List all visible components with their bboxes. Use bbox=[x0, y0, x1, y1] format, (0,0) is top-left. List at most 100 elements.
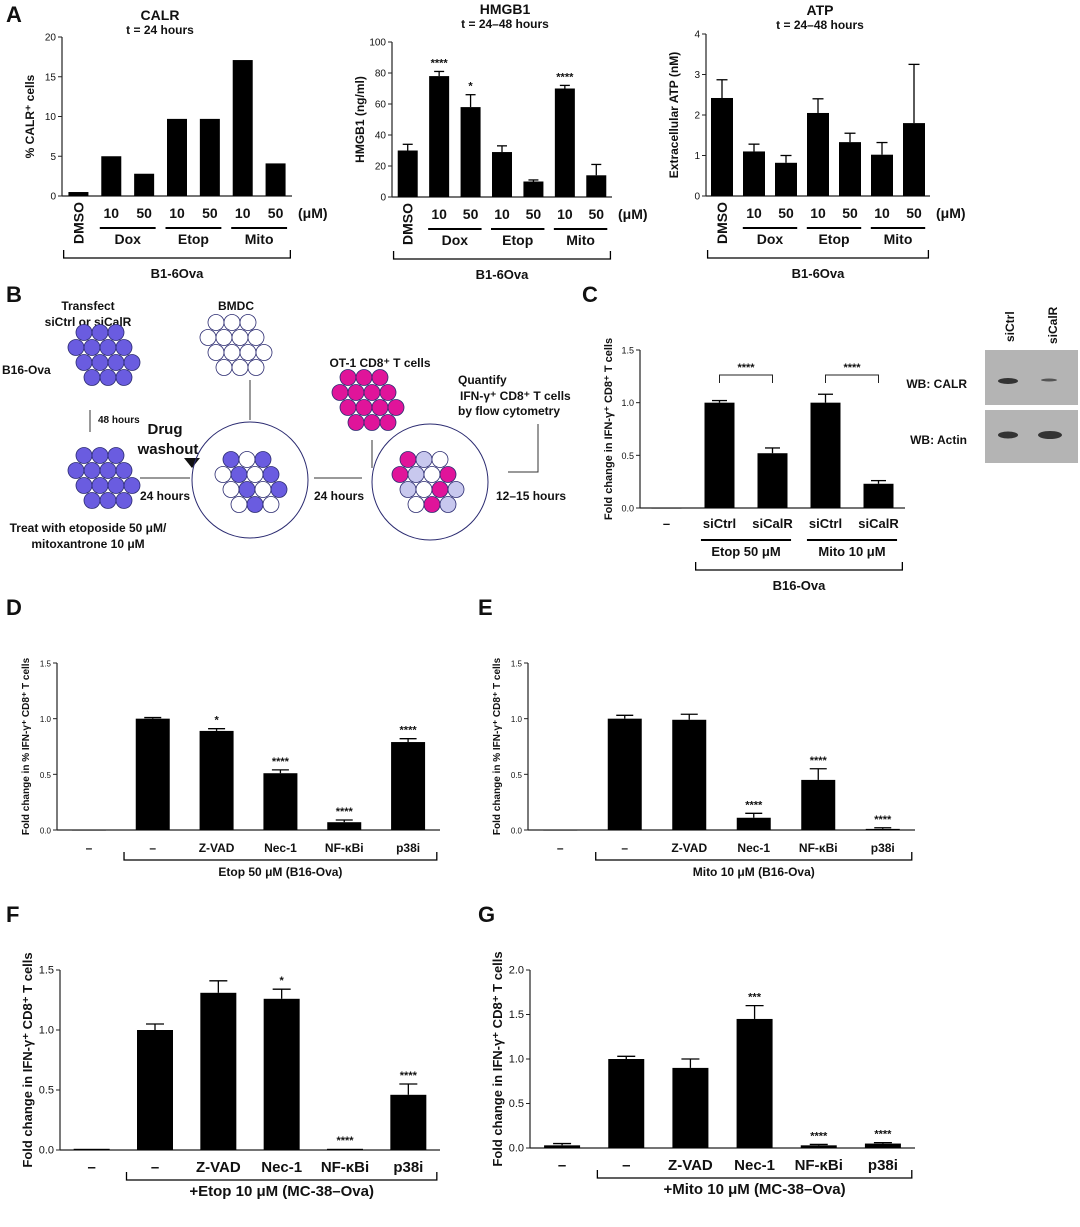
x-tick-label: 10 bbox=[235, 205, 251, 221]
cell bbox=[107, 354, 125, 371]
y-tick-label: 1.0 bbox=[511, 715, 523, 724]
panel-letters: A B C D E F G bbox=[6, 2, 598, 927]
blot-band bbox=[998, 431, 1018, 439]
cell bbox=[75, 324, 93, 341]
significance-label: **** bbox=[874, 1129, 892, 1141]
y-axis-label: HMGB1 (ng/ml) bbox=[353, 76, 367, 163]
x-tick-label: 50 bbox=[202, 205, 218, 221]
chart-title: HMGB1 bbox=[480, 1, 531, 17]
y-tick-label: 80 bbox=[375, 69, 387, 80]
y-tick-label: 40 bbox=[375, 131, 387, 142]
y-axis-label: Fold change in IFN-γ⁺ CD8⁺ T cells bbox=[490, 951, 505, 1166]
blot-band bbox=[1041, 378, 1057, 382]
x-tick-label: – bbox=[87, 1159, 95, 1176]
cell bbox=[355, 399, 373, 416]
cell bbox=[207, 344, 225, 361]
coculture-cluster bbox=[391, 451, 465, 513]
bar bbox=[391, 742, 426, 830]
significance-label: **** bbox=[336, 806, 354, 818]
y-tick-label: 3 bbox=[694, 70, 700, 81]
x-tick-label: Nec-1 bbox=[734, 1157, 775, 1174]
cell bbox=[423, 466, 441, 483]
cell bbox=[99, 462, 117, 479]
bar bbox=[135, 718, 170, 830]
group-label: Etop bbox=[178, 231, 209, 247]
significance-label: **** bbox=[400, 1070, 418, 1082]
bmdc-cell-cluster bbox=[199, 314, 273, 376]
cell bbox=[355, 369, 373, 386]
group-label: Mito 10 μM bbox=[818, 544, 885, 559]
cell bbox=[391, 466, 409, 483]
cell bbox=[254, 451, 272, 468]
panel-letter-a: A bbox=[6, 2, 22, 27]
bar bbox=[167, 118, 187, 196]
group-bracket bbox=[595, 852, 913, 861]
bar bbox=[865, 828, 900, 830]
x-tick-label: DMSO bbox=[400, 203, 416, 245]
group-label: Etop bbox=[818, 231, 849, 247]
cell bbox=[107, 477, 125, 494]
x-tick-label: siCtrl bbox=[809, 516, 842, 531]
group-label: Etop 50 μM bbox=[711, 544, 780, 559]
x-tick-label: DMSO bbox=[714, 202, 730, 244]
cell bbox=[75, 447, 93, 464]
label-b16: B16-Ova bbox=[2, 363, 51, 377]
cell bbox=[255, 344, 273, 361]
bracket-label: +Etop 10 μM (MC-38–Ova) bbox=[189, 1183, 374, 1200]
panel-letter-b: B bbox=[6, 282, 22, 307]
bar bbox=[711, 97, 733, 196]
bar bbox=[743, 151, 765, 196]
y-tick-label: 60 bbox=[375, 100, 387, 111]
group-bracket bbox=[62, 250, 292, 259]
cell bbox=[347, 414, 365, 431]
cell bbox=[270, 481, 288, 498]
group-label: Dox bbox=[757, 231, 784, 247]
cell bbox=[215, 329, 233, 346]
cell bbox=[247, 359, 265, 376]
blot-image-calr bbox=[985, 350, 1078, 405]
cell bbox=[262, 466, 280, 483]
y-tick-label: 1.5 bbox=[621, 346, 634, 356]
bracket-label: B1-6Ova bbox=[476, 267, 530, 282]
x-tick-label: siCalR bbox=[858, 516, 899, 531]
group-bracket bbox=[706, 250, 930, 259]
significance-label: **** bbox=[874, 814, 892, 826]
y-axis-label: Fold change in IFN-γ⁺ CD8⁺ T cells bbox=[20, 952, 35, 1167]
y-tick-label: 1.0 bbox=[621, 398, 634, 408]
y-tick-label: 1.5 bbox=[39, 965, 54, 977]
cell bbox=[83, 339, 101, 356]
label-bmdc: BMDC bbox=[218, 299, 254, 313]
y-tick-label: 20 bbox=[375, 162, 387, 173]
significance-label: **** bbox=[745, 799, 763, 811]
cell bbox=[230, 466, 248, 483]
cell bbox=[222, 451, 240, 468]
coculture-well-2 bbox=[371, 423, 489, 541]
cell bbox=[67, 462, 85, 479]
unit-label: (μM) bbox=[936, 205, 966, 221]
bar bbox=[460, 107, 481, 197]
cell bbox=[91, 324, 109, 341]
bar bbox=[492, 152, 512, 197]
y-tick-label: 1.5 bbox=[509, 1009, 524, 1021]
y-tick-label: 1.0 bbox=[39, 1025, 54, 1037]
group-bracket bbox=[695, 562, 903, 571]
cell bbox=[331, 384, 349, 401]
cell bbox=[91, 354, 109, 371]
cell bbox=[247, 329, 265, 346]
x-tick-label: – bbox=[622, 1157, 630, 1174]
cell bbox=[83, 369, 101, 386]
bracket-label: B16-Ova bbox=[773, 578, 827, 593]
x-tick-label: Nec-1 bbox=[737, 841, 770, 855]
group-label: Etop bbox=[502, 232, 533, 248]
bar bbox=[544, 1145, 581, 1148]
bar bbox=[265, 163, 286, 196]
x-tick-label: 10 bbox=[169, 205, 185, 221]
cell bbox=[238, 481, 256, 498]
x-tick-label: Z-VAD bbox=[668, 1157, 713, 1174]
x-tick-label: 50 bbox=[778, 205, 794, 221]
bar bbox=[651, 508, 682, 509]
x-tick-label: 10 bbox=[557, 206, 573, 222]
label-quantify2: IFN-γ⁺ CD8⁺ T cells bbox=[460, 389, 571, 403]
cell bbox=[423, 496, 441, 513]
